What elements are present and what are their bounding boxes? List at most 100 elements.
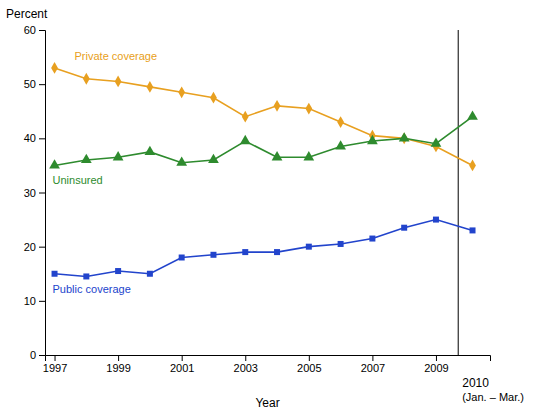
y-axis: 0 10 20 30 40 50 60 <box>24 24 46 361</box>
series-point <box>178 86 185 98</box>
series-point <box>146 81 153 93</box>
series-point <box>469 160 476 172</box>
x-axis-title: Year <box>255 396 279 410</box>
series-point <box>81 154 92 163</box>
y-tick-mark <box>39 355 45 356</box>
y-tick-label: 30 <box>24 187 36 199</box>
marks <box>49 30 478 355</box>
x-tick: 2009 <box>424 355 448 374</box>
series-point <box>242 111 249 123</box>
x-tick: 1997 <box>43 355 67 374</box>
y-tick-mark <box>39 193 45 194</box>
chart: 1997 1999 2001 2003 2005 2007 2009 0 10 20 30 40 50 6… <box>0 0 560 420</box>
series-point <box>83 273 89 279</box>
series-point <box>367 135 378 144</box>
series-point <box>51 62 58 74</box>
series-point <box>335 140 346 149</box>
series-point <box>115 76 122 88</box>
series-point <box>274 249 280 255</box>
y-tick-label: 60 <box>24 24 36 36</box>
series-point <box>113 151 124 160</box>
x-axis-line <box>46 356 491 362</box>
x-tick: 2007 <box>361 355 385 374</box>
x-tick-mark <box>372 355 373 361</box>
x-tick-mark <box>182 355 183 361</box>
x-tick: 2001 <box>170 355 194 374</box>
y-tick-mark <box>39 84 45 85</box>
x-tick-label: 2001 <box>170 362 194 374</box>
x-tick-label: 1999 <box>106 362 130 374</box>
x-tick-mark <box>55 355 56 361</box>
x-tick-mark <box>436 355 437 361</box>
series-point <box>52 271 58 277</box>
y-axis-title: Percent <box>6 7 48 21</box>
series-point <box>145 146 156 155</box>
series-point <box>306 244 312 250</box>
y-tick: 40 <box>24 132 45 144</box>
series-point <box>49 159 60 168</box>
series-point <box>431 138 442 147</box>
series-point <box>176 157 187 166</box>
series-label: Uninsured <box>53 174 103 186</box>
series-point <box>303 151 314 160</box>
x-tick: 2005 <box>297 355 321 374</box>
series-point <box>433 217 439 223</box>
y-tick: 30 <box>24 187 45 199</box>
y-tick-label: 10 <box>24 295 36 307</box>
annotation: 2010 <box>462 376 489 390</box>
x-tick: 1999 <box>106 355 130 374</box>
x-tick-label: 2009 <box>424 362 448 374</box>
series-labels: Private coverage Uninsured Public coverage <box>53 50 158 295</box>
series-label: Private coverage <box>75 50 158 62</box>
series-point <box>210 92 217 104</box>
y-axis-line <box>39 31 46 356</box>
y-tick-mark <box>39 247 45 248</box>
separator-line <box>458 30 459 355</box>
y-tick: 0 <box>30 349 45 361</box>
x-tick-label: 2007 <box>361 362 385 374</box>
series-point <box>272 151 283 160</box>
series-point <box>401 225 407 231</box>
x-tick: 2003 <box>234 355 258 374</box>
series-point <box>467 110 478 119</box>
series-line <box>55 220 473 277</box>
series-label: Public coverage <box>53 283 131 295</box>
y-tick-label: 40 <box>24 132 36 144</box>
series-point <box>115 268 121 274</box>
y-tick-mark <box>39 301 45 302</box>
y-tick: 20 <box>24 241 45 253</box>
series-point <box>179 255 185 261</box>
series-point <box>337 116 344 128</box>
x-tick-label: 2003 <box>234 362 258 374</box>
series-point <box>210 252 216 258</box>
y-tick: 50 <box>24 78 45 90</box>
series-point <box>147 271 153 277</box>
x-axis: 1997 1999 2001 2003 2005 2007 2009 <box>43 355 491 374</box>
y-tick-label: 50 <box>24 78 36 90</box>
x-tick-mark <box>309 355 310 361</box>
x-tick-label: 1997 <box>43 362 67 374</box>
x-tick-mark <box>245 355 246 361</box>
y-tick-label: 0 <box>30 349 36 361</box>
series-point <box>369 236 375 242</box>
plot: 1997 1999 2001 2003 2005 2007 2009 0 10 20 30 40 50 6… <box>24 24 524 410</box>
series-point <box>83 73 90 85</box>
series-point <box>470 227 476 233</box>
annotation: (Jan. – Mar.) <box>462 391 524 403</box>
x-tick-mark <box>118 355 119 361</box>
series-line <box>55 68 473 166</box>
y-tick-label: 20 <box>24 241 36 253</box>
y-tick: 10 <box>24 295 45 307</box>
series-point <box>399 132 410 141</box>
series-line <box>55 117 473 166</box>
series-point <box>240 135 251 144</box>
y-tick-mark <box>39 138 45 139</box>
y-tick-mark <box>39 30 45 31</box>
series-point <box>338 241 344 247</box>
x-tick-label: 2005 <box>297 362 321 374</box>
series-point <box>208 154 219 163</box>
series-point <box>305 103 312 115</box>
y-tick: 60 <box>24 24 45 36</box>
series-point <box>274 100 281 112</box>
series-point <box>242 249 248 255</box>
